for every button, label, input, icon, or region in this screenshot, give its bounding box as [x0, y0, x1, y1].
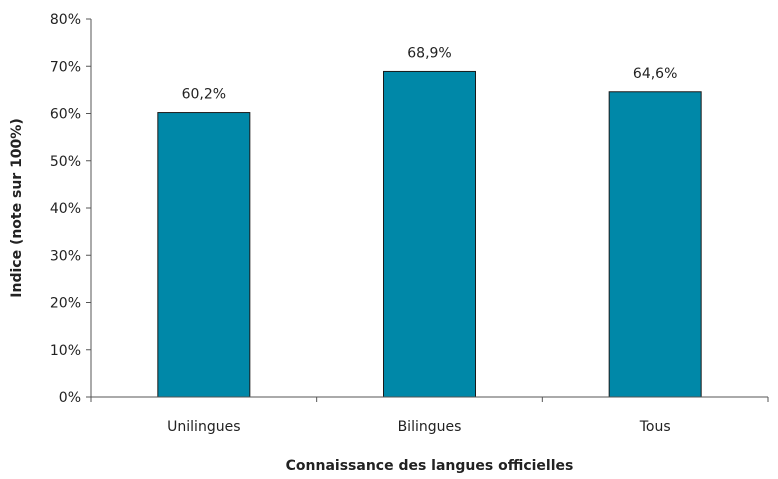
bar-tous: [608, 91, 702, 398]
y-axis-ticks: 0% 10% 20% 30% 40% 50% 60% 70% 80%: [50, 12, 91, 406]
y-tick-label: 50%: [50, 154, 81, 170]
y-tick-label: 60%: [50, 107, 81, 123]
y-tick-label: 20%: [50, 296, 81, 312]
bar-bilingues: [383, 70, 476, 398]
y-axis-title: Indice (note sur 100%): [9, 118, 25, 297]
y-tick-label: 10%: [50, 343, 81, 359]
y-tick-label: 80%: [50, 12, 81, 28]
data-label-bilingues: 68,9%: [407, 45, 451, 61]
y-tick-label: 0%: [59, 390, 81, 406]
data-labels: 60,2% 68,9% 64,6%: [182, 45, 678, 102]
bars: [157, 70, 702, 398]
y-tick-label: 40%: [50, 201, 81, 217]
data-label-unilingues: 60,2%: [182, 87, 226, 103]
bar-unilingues: [157, 112, 251, 398]
x-tick-label-unilingues: Unilingues: [167, 419, 240, 435]
data-label-tous: 64,6%: [633, 66, 677, 82]
y-tick-label: 30%: [50, 248, 81, 264]
y-tick-label: 70%: [50, 59, 81, 75]
x-axis-ticks: Unilingues Bilingues Tous: [90, 397, 769, 435]
x-tick-label-bilingues: Bilingues: [398, 419, 462, 435]
x-axis-title: Connaissance des langues officielles: [286, 458, 574, 474]
x-tick-label-tous: Tous: [639, 419, 671, 435]
